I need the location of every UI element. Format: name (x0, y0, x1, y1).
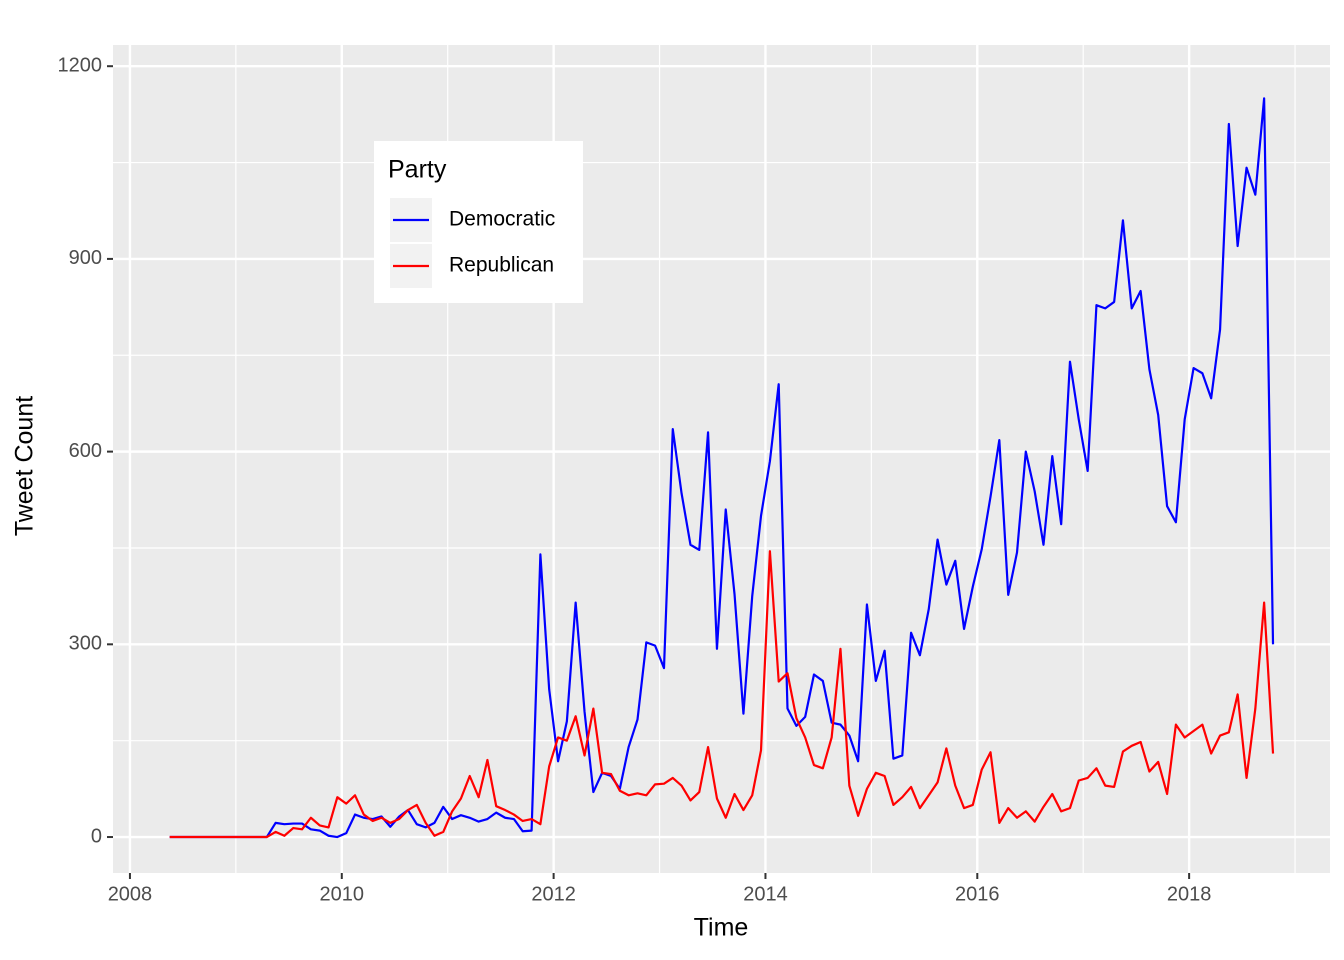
x-axis-title: Time (694, 914, 749, 942)
plot-background (113, 45, 1330, 873)
x-tick-label: 2010 (320, 883, 365, 905)
x-tick-label: 2008 (108, 883, 153, 905)
line (169, 550, 1275, 839)
x-tick-label: 2016 (955, 883, 1000, 905)
y-tick-label: 1200 (58, 54, 103, 76)
y-axis-title: Tweet Count (11, 396, 39, 536)
y-tick-label: 900 (69, 247, 102, 269)
legend: Party Democratic Republican (374, 141, 583, 303)
legend-title: Party (388, 156, 447, 184)
x-tick-label: 2014 (743, 883, 788, 905)
y-tick-label: 600 (69, 440, 102, 462)
x-tick-label: 2012 (531, 883, 576, 905)
line (169, 97, 1275, 839)
legend-label: Democratic (449, 208, 555, 231)
y-tick-label: 0 (91, 825, 102, 847)
y-tick-label: 300 (69, 633, 102, 655)
legend-label: Republican (449, 254, 554, 277)
x-tick-label: 2018 (1167, 883, 1212, 905)
